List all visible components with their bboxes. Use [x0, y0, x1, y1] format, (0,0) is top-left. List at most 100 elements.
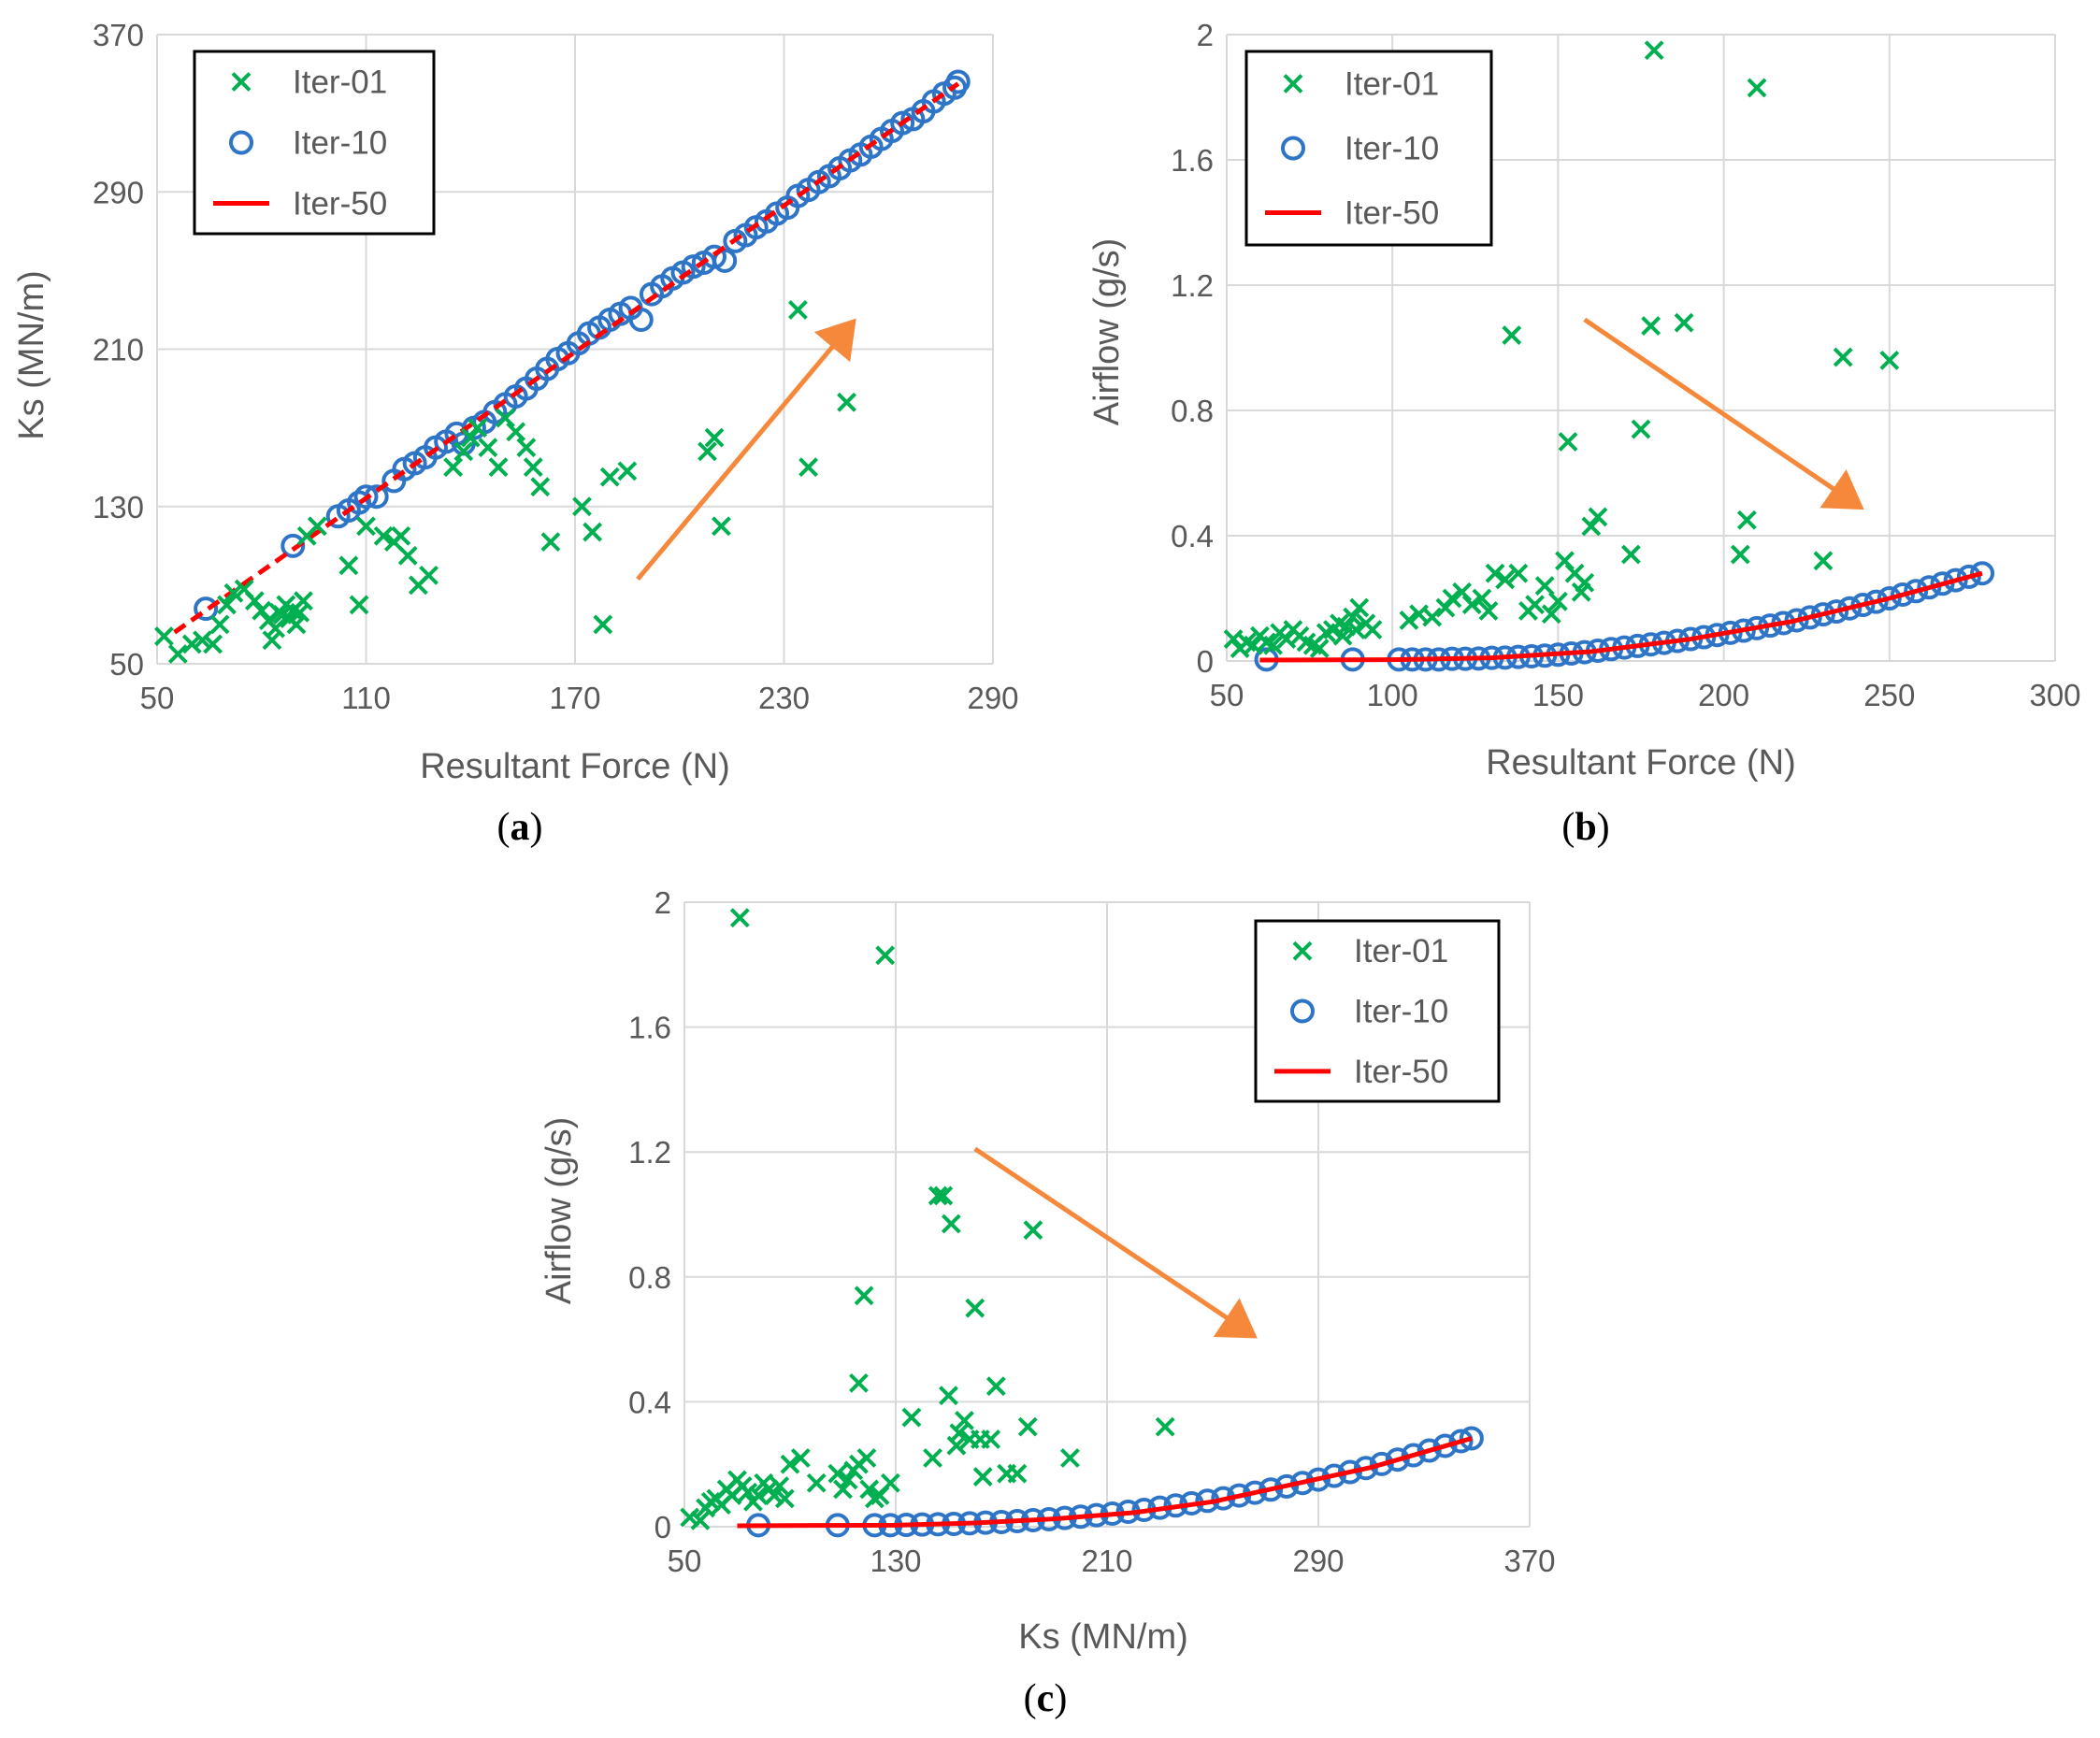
chart-b-trend-arrow [1583, 317, 1864, 510]
chart-b-iter10-point [1904, 579, 1929, 604]
chart-a-iter01-point [530, 477, 551, 497]
chart-b-ytick-label: 0.4 [1171, 519, 1214, 553]
chart-b-iter01-point [1541, 604, 1561, 625]
chart-c-iter01-point [949, 1423, 970, 1444]
chart-a-iter01-point [397, 545, 418, 566]
chart-c-iter01-point [770, 1476, 790, 1496]
chart-b-iter01-point [1534, 576, 1555, 596]
chart-b-iter10-point [1970, 561, 1995, 586]
chart-a-legend-label: Iter-10 [293, 125, 387, 162]
chart-b-legend-label: Iter-01 [1345, 66, 1439, 103]
chart-c-iter01-point [875, 945, 896, 966]
chart-b-legend-label: Iter-10 [1345, 131, 1439, 167]
chart-a-iter01-point [488, 457, 509, 478]
chart-b-iter01-point [1435, 597, 1456, 618]
chart-c-trend-arrow [973, 1146, 1258, 1339]
chart-b-iter01-point [1508, 563, 1529, 583]
chart-a-iter01-point [698, 441, 717, 462]
chart-c-grid [683, 901, 1531, 1528]
chart-c-iter01-point [928, 1185, 948, 1206]
chart-b-marks [1223, 40, 1995, 672]
chart-c-legend-label: Iter-01 [1354, 933, 1448, 970]
chart-c-xtick-label: 210 [1081, 1544, 1132, 1578]
chart-a-marks [154, 69, 971, 664]
chart-a-iter01-point [453, 441, 474, 462]
chart-c-iter01-point [1007, 1463, 1028, 1484]
chart-a-iter01-point [286, 614, 307, 635]
chart-a-iter01-point [290, 602, 310, 623]
chart-b-iter01-point [1736, 510, 1757, 530]
chart-a-legend: Iter-01 Iter-10 Iter-50 [193, 50, 436, 236]
chart-b-iter01-point [1644, 40, 1664, 61]
chart-b-iter01-point [1879, 350, 1900, 370]
chart-a-xtick-label: 110 [341, 681, 391, 715]
chart-b-iter10-point [1943, 567, 1968, 593]
chart-a-iter01-point [223, 582, 244, 603]
chart-b-xtick-label: 300 [2029, 678, 2080, 712]
chart-c-xlabel: Ks (MN/m) [1018, 1617, 1188, 1657]
chart-a-iter01-point [443, 457, 464, 478]
chart-b-iter01-point [1631, 419, 1651, 439]
chart-c-iter01-point [856, 1448, 877, 1468]
chart-c-ytick-label: 1.6 [628, 1011, 671, 1045]
chart-c-marks [680, 908, 1484, 1538]
chart-b-legend-iter01-marker [1283, 74, 1303, 93]
chart-c-iter10-point [1417, 1438, 1442, 1463]
chart-b-iter10-point [1877, 586, 1902, 610]
chart-a-iter01-point [349, 595, 369, 615]
chart-a-iter10-point [890, 110, 915, 136]
chart-c-ytick-label: 0.4 [628, 1385, 671, 1419]
chart-a-iter10-point [945, 69, 971, 94]
chart-a-iter01-point [506, 422, 526, 442]
chart-c-arrow [973, 1146, 1258, 1339]
chart-a-iter01-point [373, 525, 394, 546]
chart-a-iter50-line [173, 81, 960, 635]
chart-c-legend: Iter-01 Iter-10 Iter-50 [1254, 919, 1501, 1103]
chart-c-iter01-point [833, 1479, 853, 1500]
chart-b-xtick-label: 100 [1367, 678, 1418, 712]
chart-c-iter01-point [981, 1429, 1001, 1449]
chart-b-iter50-line [1259, 570, 1983, 663]
chart-a-trend-arrow [636, 318, 856, 582]
chart-c-caption-letter: c [1037, 1677, 1055, 1720]
chart-b-iter01-point [1422, 607, 1443, 627]
chart-a-iter01-point [203, 634, 223, 654]
chart-a-ticks: 50 110 170 230 290 50 130 210 290 370 [93, 18, 1019, 715]
chart-c-xtick-label: 370 [1503, 1544, 1555, 1578]
chart-b-ytick-label: 2 [1197, 18, 1214, 52]
chart-b-xtick-label: 150 [1532, 678, 1584, 712]
chart-c-legend-label: Iter-50 [1354, 1054, 1448, 1090]
chart-b-iter01-point [1309, 639, 1330, 659]
chart-c-ytick-label: 1.2 [628, 1135, 671, 1170]
chart-a-iter01-point [593, 614, 613, 635]
chart-a-iter01-point [262, 630, 282, 651]
chart-b-iter01-point [1558, 432, 1578, 452]
chart-a-iter01-point [540, 532, 561, 553]
chart-a-caption-letter: a [511, 806, 530, 849]
chart-a-iter01-point [572, 496, 592, 517]
chart-b-xtick-label: 250 [1863, 678, 1915, 712]
chart-b-iter01-point [1399, 610, 1419, 630]
chart-c-iter01-point [774, 1488, 795, 1509]
chart-c-iter01-point [838, 1470, 858, 1490]
chart-c-iter50-line [737, 1436, 1473, 1529]
chart-b-ytick-label: 0.8 [1171, 394, 1214, 428]
chart-c-iter10-point [1448, 1429, 1474, 1454]
chart-b-iter01-point [1525, 595, 1546, 615]
chart-a-iter01-point [193, 630, 212, 651]
chart-b-ticks: 50 100 150 200 250 300 0 0.4 0.8 1.2 1.6 2 [1171, 18, 2080, 712]
chart-b-iter01-point [1461, 595, 1482, 615]
chart-a-ytick-label: 210 [93, 333, 144, 367]
chart-c-iter10-point [1432, 1433, 1458, 1458]
chart-b-iter01-point [1620, 544, 1641, 565]
chart-c-iter01-point [1155, 1416, 1175, 1437]
chart-a-iter01-point [338, 555, 359, 576]
chart-b-iter01-point [1588, 507, 1608, 527]
chart-b-iter01-point [1730, 544, 1750, 565]
chart-a-legend-iter01-marker [231, 72, 252, 92]
chart-b-ytick-label: 0 [1197, 644, 1214, 679]
chart-a-iter10-point [712, 248, 738, 273]
chart-c-iter10-point [1385, 1447, 1410, 1472]
